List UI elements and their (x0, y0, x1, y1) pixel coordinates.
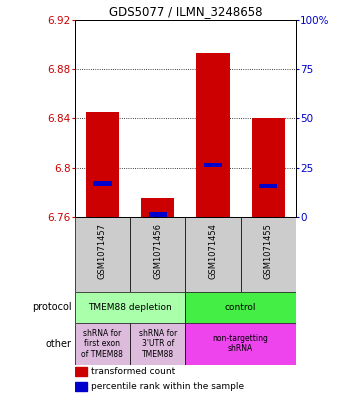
Bar (75, 367, 87, 376)
Text: transformed count: transformed count (91, 367, 176, 376)
Text: non-targetting
shRNA: non-targetting shRNA (212, 334, 269, 353)
Text: percentile rank within the sample: percentile rank within the sample (91, 382, 244, 391)
Bar (204, 163, 222, 167)
Text: GSM1071455: GSM1071455 (264, 223, 273, 279)
Text: protocol: protocol (32, 302, 71, 312)
Bar (241, 217, 296, 292)
Text: GSM1071457: GSM1071457 (98, 223, 107, 279)
Bar (130, 323, 185, 365)
Text: shRNA for
first exon
of TMEM88: shRNA for first exon of TMEM88 (82, 329, 123, 358)
Text: shRNA for
3'UTR of
TMEM88: shRNA for 3'UTR of TMEM88 (139, 329, 177, 358)
Bar (185, 323, 296, 365)
Bar (75, 292, 185, 323)
Bar (93, 182, 112, 186)
Bar (141, 198, 174, 217)
Bar (252, 118, 285, 217)
Bar (75, 323, 130, 365)
Text: GSM1071456: GSM1071456 (153, 223, 162, 279)
Bar (259, 184, 277, 188)
Bar (149, 212, 167, 217)
Bar (75, 217, 130, 292)
Bar (75, 382, 87, 391)
Text: GSM1071454: GSM1071454 (208, 223, 217, 279)
Bar (130, 217, 185, 292)
Bar (185, 292, 296, 323)
Bar (197, 53, 230, 217)
Text: TMEM88 depletion: TMEM88 depletion (88, 303, 172, 312)
Text: other: other (46, 339, 71, 349)
Title: GDS5077 / ILMN_3248658: GDS5077 / ILMN_3248658 (108, 6, 262, 18)
Bar (185, 217, 241, 292)
Bar (86, 112, 119, 217)
Text: control: control (225, 303, 256, 312)
